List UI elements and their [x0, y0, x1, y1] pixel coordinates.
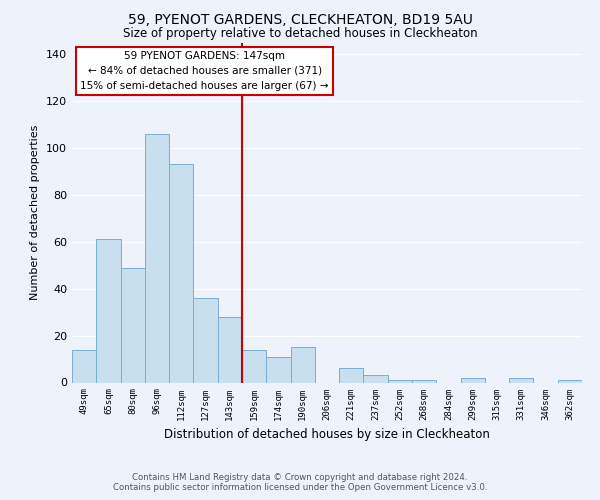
Bar [388, 380, 412, 382]
Bar [121, 268, 145, 382]
Bar [72, 350, 96, 382]
Bar [266, 356, 290, 382]
Text: 59 PYENOT GARDENS: 147sqm
← 84% of detached houses are smaller (371)
15% of semi: 59 PYENOT GARDENS: 147sqm ← 84% of detac… [80, 51, 329, 90]
Bar [461, 378, 485, 382]
Bar [339, 368, 364, 382]
Bar [364, 376, 388, 382]
Bar [412, 380, 436, 382]
Bar [218, 317, 242, 382]
Bar [96, 240, 121, 382]
Bar [509, 378, 533, 382]
Bar [145, 134, 169, 382]
Bar [290, 348, 315, 382]
Text: Size of property relative to detached houses in Cleckheaton: Size of property relative to detached ho… [122, 28, 478, 40]
Text: Contains HM Land Registry data © Crown copyright and database right 2024.
Contai: Contains HM Land Registry data © Crown c… [113, 473, 487, 492]
Bar [169, 164, 193, 382]
Bar [193, 298, 218, 382]
Bar [242, 350, 266, 382]
Y-axis label: Number of detached properties: Number of detached properties [31, 125, 40, 300]
Bar [558, 380, 582, 382]
X-axis label: Distribution of detached houses by size in Cleckheaton: Distribution of detached houses by size … [164, 428, 490, 441]
Text: 59, PYENOT GARDENS, CLECKHEATON, BD19 5AU: 59, PYENOT GARDENS, CLECKHEATON, BD19 5A… [128, 12, 472, 26]
